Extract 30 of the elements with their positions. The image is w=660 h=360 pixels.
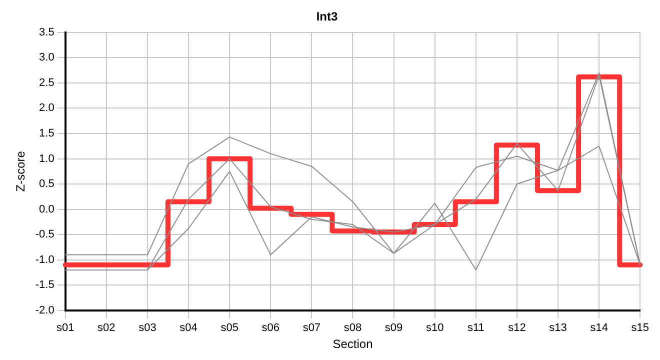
x-tick-label: s12 <box>508 322 526 334</box>
y-axis-title: Z-score <box>14 150 28 192</box>
y-tick-label: -2.0 <box>35 304 54 316</box>
y-tick-label: -1.0 <box>35 254 54 266</box>
y-tick-label: 2.5 <box>39 76 54 89</box>
y-tick-label: 0.5 <box>39 178 54 190</box>
y-tick-label: 3.5 <box>39 26 54 38</box>
x-tick-label: s11 <box>467 322 484 334</box>
x-tick-label: s08 <box>344 322 362 334</box>
x-tick-label: s06 <box>262 322 280 334</box>
y-tick-label: 3.0 <box>39 52 54 64</box>
y-tick-label: -0.5 <box>35 228 54 241</box>
x-tick-label: s10 <box>426 322 444 334</box>
x-tick-label: s13 <box>549 322 567 334</box>
x-tick-label: s14 <box>590 322 608 334</box>
x-axis-title: Section <box>332 337 373 352</box>
y-tick-label: 0.0 <box>39 203 54 216</box>
y-tick-label: 1.5 <box>39 128 54 140</box>
y-tick-label: 2.0 <box>39 102 54 114</box>
x-tick-label: s15 <box>631 322 650 334</box>
y-tick-label: 1.0 <box>39 152 54 165</box>
x-tick-label: s03 <box>138 322 156 334</box>
x-tick-label: s01 <box>56 322 74 334</box>
x-tick-label: s07 <box>302 322 321 334</box>
y-tick-label: -1.5 <box>35 279 54 292</box>
x-tick-label: s04 <box>180 322 198 334</box>
chart-title: Int3 <box>316 10 338 24</box>
x-tick-label: s05 <box>220 322 238 334</box>
x-tick-label: s02 <box>98 322 116 334</box>
x-tick-label: s09 <box>384 322 403 334</box>
